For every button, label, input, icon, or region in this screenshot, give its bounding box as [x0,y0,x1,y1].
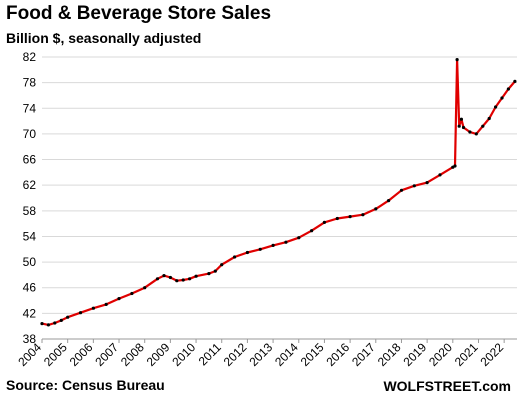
y-tick-label-42: 42 [23,306,37,320]
data-point-2019-07 [438,173,442,177]
data-point-2009-07 [181,278,185,282]
x-tick-label-2013: 2013 [246,340,275,369]
data-point-2014-07 [310,229,314,233]
data-point-2014-01 [297,236,301,240]
data-point-2021-06 [487,116,491,121]
data-point-2016-07 [361,213,365,217]
data-point-2020-05 [459,117,463,121]
data-point-2012-01 [245,250,249,255]
x-axis-ticks: 2004200520062007200820092010201120122013… [15,339,507,369]
series-line-0 [41,58,516,326]
y-tick-label-46: 46 [23,281,37,295]
data-point-2020-06 [461,125,466,130]
y-tick-label-70: 70 [23,127,37,141]
data-point-2013-07 [284,240,288,244]
data-point-2006-07 [104,302,108,306]
data-point-2020-03 [455,58,459,62]
y-tick-label-58: 58 [23,204,37,218]
data-point-2012-07 [258,247,262,251]
y-tick-label-66: 66 [23,153,37,167]
data-point-2009-10 [188,277,192,281]
x-tick-label-2011: 2011 [196,340,224,368]
data-point-2019-01 [425,181,429,185]
x-tick-label-2020: 2020 [426,340,455,369]
chart-subtitle: Billion $, seasonally adjusted [6,30,202,46]
x-tick-label-2018: 2018 [375,340,404,369]
data-point-2005-01 [66,315,70,319]
data-point-2008-10 [162,274,166,278]
y-tick-label-50: 50 [23,255,37,269]
publisher-credit: WOLFSTREET.com [383,378,511,394]
data-point-2008-07 [155,277,160,281]
data-point-2021-09 [494,105,498,109]
x-tick-label-2006: 2006 [67,340,96,369]
x-tick-label-2015: 2015 [298,340,327,369]
y-tick-label-38: 38 [23,332,37,346]
data-point-2018-07 [412,184,416,188]
x-tick-label-2009: 2009 [144,340,173,369]
x-tick-label-2005: 2005 [41,340,70,369]
data-point-2020-12 [474,132,478,136]
data-point-2010-01 [194,274,198,278]
data-point-2022-03 [506,87,510,91]
data-point-2008-01 [143,286,147,290]
data-point-2004-10 [59,318,63,322]
data-point-2006-01 [91,306,95,310]
data-point-2021-12 [500,96,504,100]
x-tick-label-2022: 2022 [478,340,507,369]
data-point-2016-01 [348,215,352,219]
data-point-2022-06 [513,79,517,83]
data-point-2011-01 [220,263,224,267]
data-point-2010-07 [207,272,211,276]
chart-title: Food & Beverage Store Sales [6,3,272,24]
data-point-2004-07 [53,321,57,325]
y-tick-label-54: 54 [23,229,37,243]
y-tick-label-78: 78 [23,76,37,90]
x-tick-label-2014: 2014 [272,340,301,369]
data-point-2009-04 [175,279,179,283]
data-point-2013-01 [271,243,275,247]
x-tick-label-2010: 2010 [169,340,198,369]
data-point-2007-01 [117,297,121,301]
data-point-2009-01 [168,275,172,280]
x-tick-label-2004: 2004 [15,340,44,369]
x-tick-label-2007: 2007 [92,340,121,369]
data-point-2015-07 [335,216,339,221]
gridlines [42,56,517,340]
series-sales [40,58,517,327]
x-tick-label-2008: 2008 [118,340,147,369]
y-axis-ticks: 38 42 46 50 54 58 62 66 70 74 78 82 [23,50,37,346]
data-point-2015-01 [322,220,326,224]
data-point-2004-04 [46,323,51,327]
y-tick-label-82: 82 [23,50,37,64]
x-tick-label-2019: 2019 [400,340,429,369]
x-tick-label-2017: 2017 [349,340,378,369]
x-tick-label-2012: 2012 [221,340,250,369]
data-point-2004-01 [40,322,44,326]
x-tick-label-2016: 2016 [323,340,352,369]
data-point-2021-03 [481,124,485,128]
data-point-2011-07 [233,255,237,259]
data-point-2005-07 [78,311,83,315]
data-point-2020-04 [457,124,461,128]
x-tick-label-2021: 2021 [452,340,481,369]
data-point-2010-10 [213,269,217,273]
y-tick-label-74: 74 [23,101,37,115]
data-point-2020-09 [468,130,472,134]
data-point-2017-01 [374,207,378,211]
y-tick-label-62: 62 [23,178,37,192]
data-point-2020-02 [453,164,457,168]
data-point-2018-01 [399,188,404,192]
source-note: Source: Census Bureau [6,377,165,393]
data-point-2007-07 [130,291,134,296]
data-point-2017-07 [387,199,391,203]
